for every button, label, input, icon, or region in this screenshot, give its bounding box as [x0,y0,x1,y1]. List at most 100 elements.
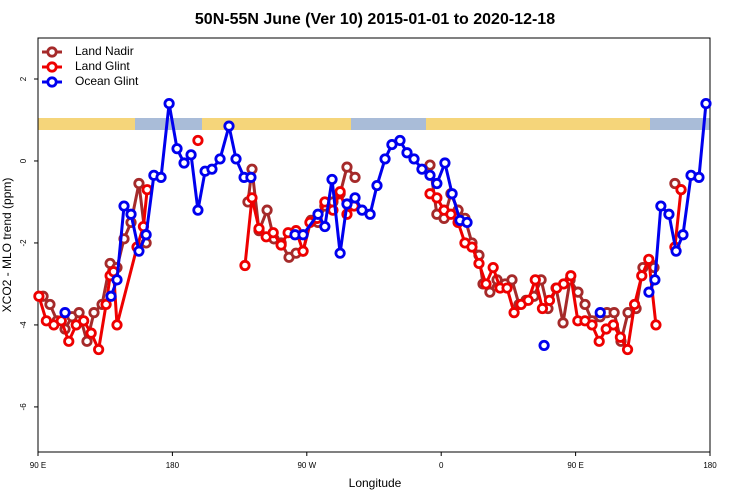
data-point [253,223,265,235]
data-point [33,290,45,302]
data-point [371,179,383,192]
data-point [133,177,145,190]
y-tick-label: 0 [19,158,28,163]
data-point [655,200,667,212]
data-point [356,204,368,216]
data-point [693,171,705,183]
data-point [579,298,591,311]
data-point [239,259,251,272]
y-axis-label: XCO2 - MLO trend (ppm) [0,178,14,313]
chart-title: 50N-55N June (Ver 10) 2015-01-01 to 2020… [195,11,555,28]
data-point [214,153,226,165]
data-point [461,216,473,229]
data-point [636,270,648,282]
data-point [663,208,675,220]
data-point [246,192,258,204]
x-tick-label: 180 [166,461,180,470]
data-point [394,134,406,147]
data-point [643,253,655,265]
data-point [334,186,346,198]
data-point [111,274,123,286]
series-line [647,103,708,293]
data-point [78,315,90,327]
data-point [312,208,324,220]
data-point [593,335,605,347]
data-point [349,192,361,204]
data-point [111,319,123,331]
data-point [185,149,197,161]
data-point [163,97,175,110]
data-point [178,157,190,169]
y-tick-label: -2 [19,239,28,247]
data-point [100,298,112,311]
data-point [230,153,242,165]
data-point [155,171,167,183]
data-point [88,307,100,319]
data-point [608,307,620,319]
data-point [538,339,550,352]
series-line [428,164,656,342]
data-point [141,184,153,196]
data-point [643,286,655,298]
x-tick-label: 0 [439,461,444,470]
x-tick-label: 90 W [297,461,316,470]
land-ocean-strip [38,118,710,130]
data-point [431,177,443,190]
x-tick-label: 90 E [30,461,46,470]
data-point [586,319,598,331]
data-point [125,208,137,220]
data-point [439,157,451,169]
data-point [424,169,436,181]
data-point [59,307,71,319]
data-point [565,270,577,282]
data-point [341,198,353,210]
data-point [675,184,687,196]
y-tick-label: -6 [19,403,28,411]
data-point [341,161,353,173]
data-point [700,97,712,110]
data-point [446,188,458,200]
data-point [192,204,204,216]
data-point [73,307,85,319]
data-point [349,171,361,183]
data-point [261,204,273,216]
data-point [297,229,309,241]
data-point [473,257,485,270]
data-point [364,208,376,220]
data-point [424,159,436,171]
data-point [93,343,105,356]
data-point [506,274,518,286]
data-point [557,317,569,329]
data-point [614,331,627,343]
data-point [297,245,309,257]
data-point [558,278,570,290]
data-point [431,192,443,204]
data-point [607,319,619,331]
data-point [543,294,556,306]
data-point [670,245,682,257]
data-point [192,134,204,147]
data-point [105,290,117,302]
data-point [171,143,183,155]
data-point [334,247,346,259]
data-point [669,177,681,190]
data-point [508,307,520,319]
series-line [109,103,251,297]
data-point [501,282,513,294]
data-point [206,163,218,175]
y-tick-label: 2 [19,76,28,81]
data-point [319,220,331,233]
plot-frame [37,37,711,453]
data-point [133,245,145,257]
data-point [621,343,634,356]
legend-label: Land Nadir [75,44,134,58]
data-point [81,335,93,347]
data-point [480,278,492,290]
data-point [677,229,689,241]
data-point [267,227,279,239]
data-point [487,261,499,274]
data-point [44,298,56,311]
x-tick-label: 90 E [567,461,583,470]
legend-label: Ocean Glint [75,74,139,88]
